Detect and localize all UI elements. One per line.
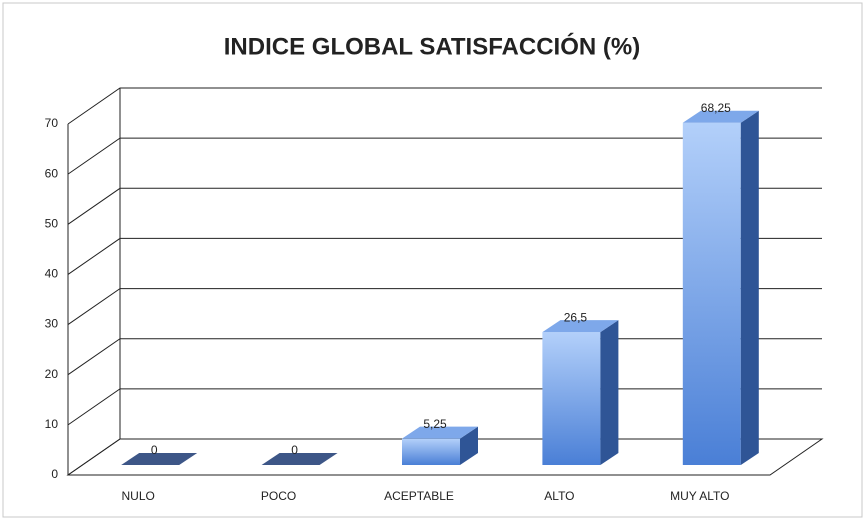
x-tick-label: ACEPTABLE [384, 489, 454, 503]
grid-line [67, 137, 822, 175]
y-tick-label: 20 [45, 367, 59, 381]
data-label: 26,5 [564, 310, 588, 324]
bar [121, 453, 198, 465]
grid-line [67, 87, 822, 125]
bar-front [402, 438, 460, 465]
grid-line [67, 187, 822, 225]
bar-side [460, 426, 478, 465]
y-tick-label: 70 [45, 116, 59, 130]
bar-side [740, 110, 759, 466]
bar-top [682, 110, 759, 123]
y-tick-label: 50 [45, 216, 59, 230]
bar-top [542, 320, 619, 333]
y-tick-label: 30 [45, 317, 59, 331]
bar-front [682, 122, 741, 466]
bar [542, 320, 619, 465]
grid-line [67, 237, 822, 275]
chart-title: INDICE GLOBAL SATISFACCIÓN (%) [224, 32, 640, 60]
x-tick-label: ALTO [544, 489, 574, 503]
bar-top [402, 426, 478, 439]
bar-top [121, 453, 198, 465]
grid-line [67, 288, 822, 325]
bar-top [261, 453, 338, 465]
x-tick-label: POCO [261, 489, 296, 503]
y-tick-label: 0 [51, 467, 58, 481]
y-tick-label: 40 [45, 267, 59, 281]
data-label: 0 [151, 443, 158, 457]
y-tick-label: 10 [45, 417, 59, 431]
x-tick-label: MUY ALTO [670, 489, 729, 503]
bar-side [600, 320, 619, 465]
bar [402, 426, 478, 465]
bar-front [542, 332, 601, 465]
data-label: 5,25 [423, 417, 447, 431]
data-label: 68,25 [701, 101, 731, 115]
bar [261, 453, 338, 465]
x-tick-label: NULO [122, 489, 155, 503]
y-tick-label: 60 [45, 166, 59, 180]
bar [682, 110, 759, 466]
data-label: 0 [291, 443, 298, 457]
